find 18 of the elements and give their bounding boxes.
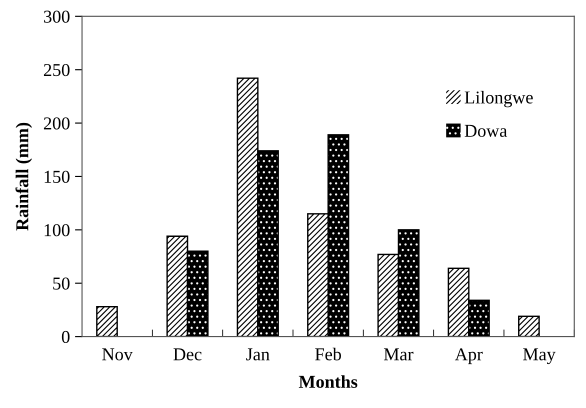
x-tick-label: Feb — [315, 348, 342, 360]
x-tick-label: Dec — [174, 348, 202, 360]
legend-label: Lilongwe — [464, 90, 533, 108]
y-axis-title: Rainfall (mm) — [15, 122, 32, 231]
y-tick-label: 250 — [44, 64, 70, 76]
y-tick-label: 50 — [53, 277, 70, 290]
y-tick-label: 200 — [44, 117, 70, 130]
x-axis-title: Months — [298, 375, 358, 388]
x-tick-label: May — [523, 348, 556, 364]
y-tick-label: 0 — [62, 330, 70, 344]
x-tick-label: Jan — [246, 348, 270, 360]
y-tick-label: 150 — [44, 170, 70, 183]
x-tick-label: Mar — [384, 348, 414, 360]
y-tick-label: 300 — [44, 10, 70, 23]
legend-label: Dowa — [464, 124, 508, 137]
y-tick-label: 100 — [44, 224, 70, 236]
x-tick-label: Apr — [454, 348, 483, 364]
x-tick-label: Nov — [102, 348, 133, 360]
